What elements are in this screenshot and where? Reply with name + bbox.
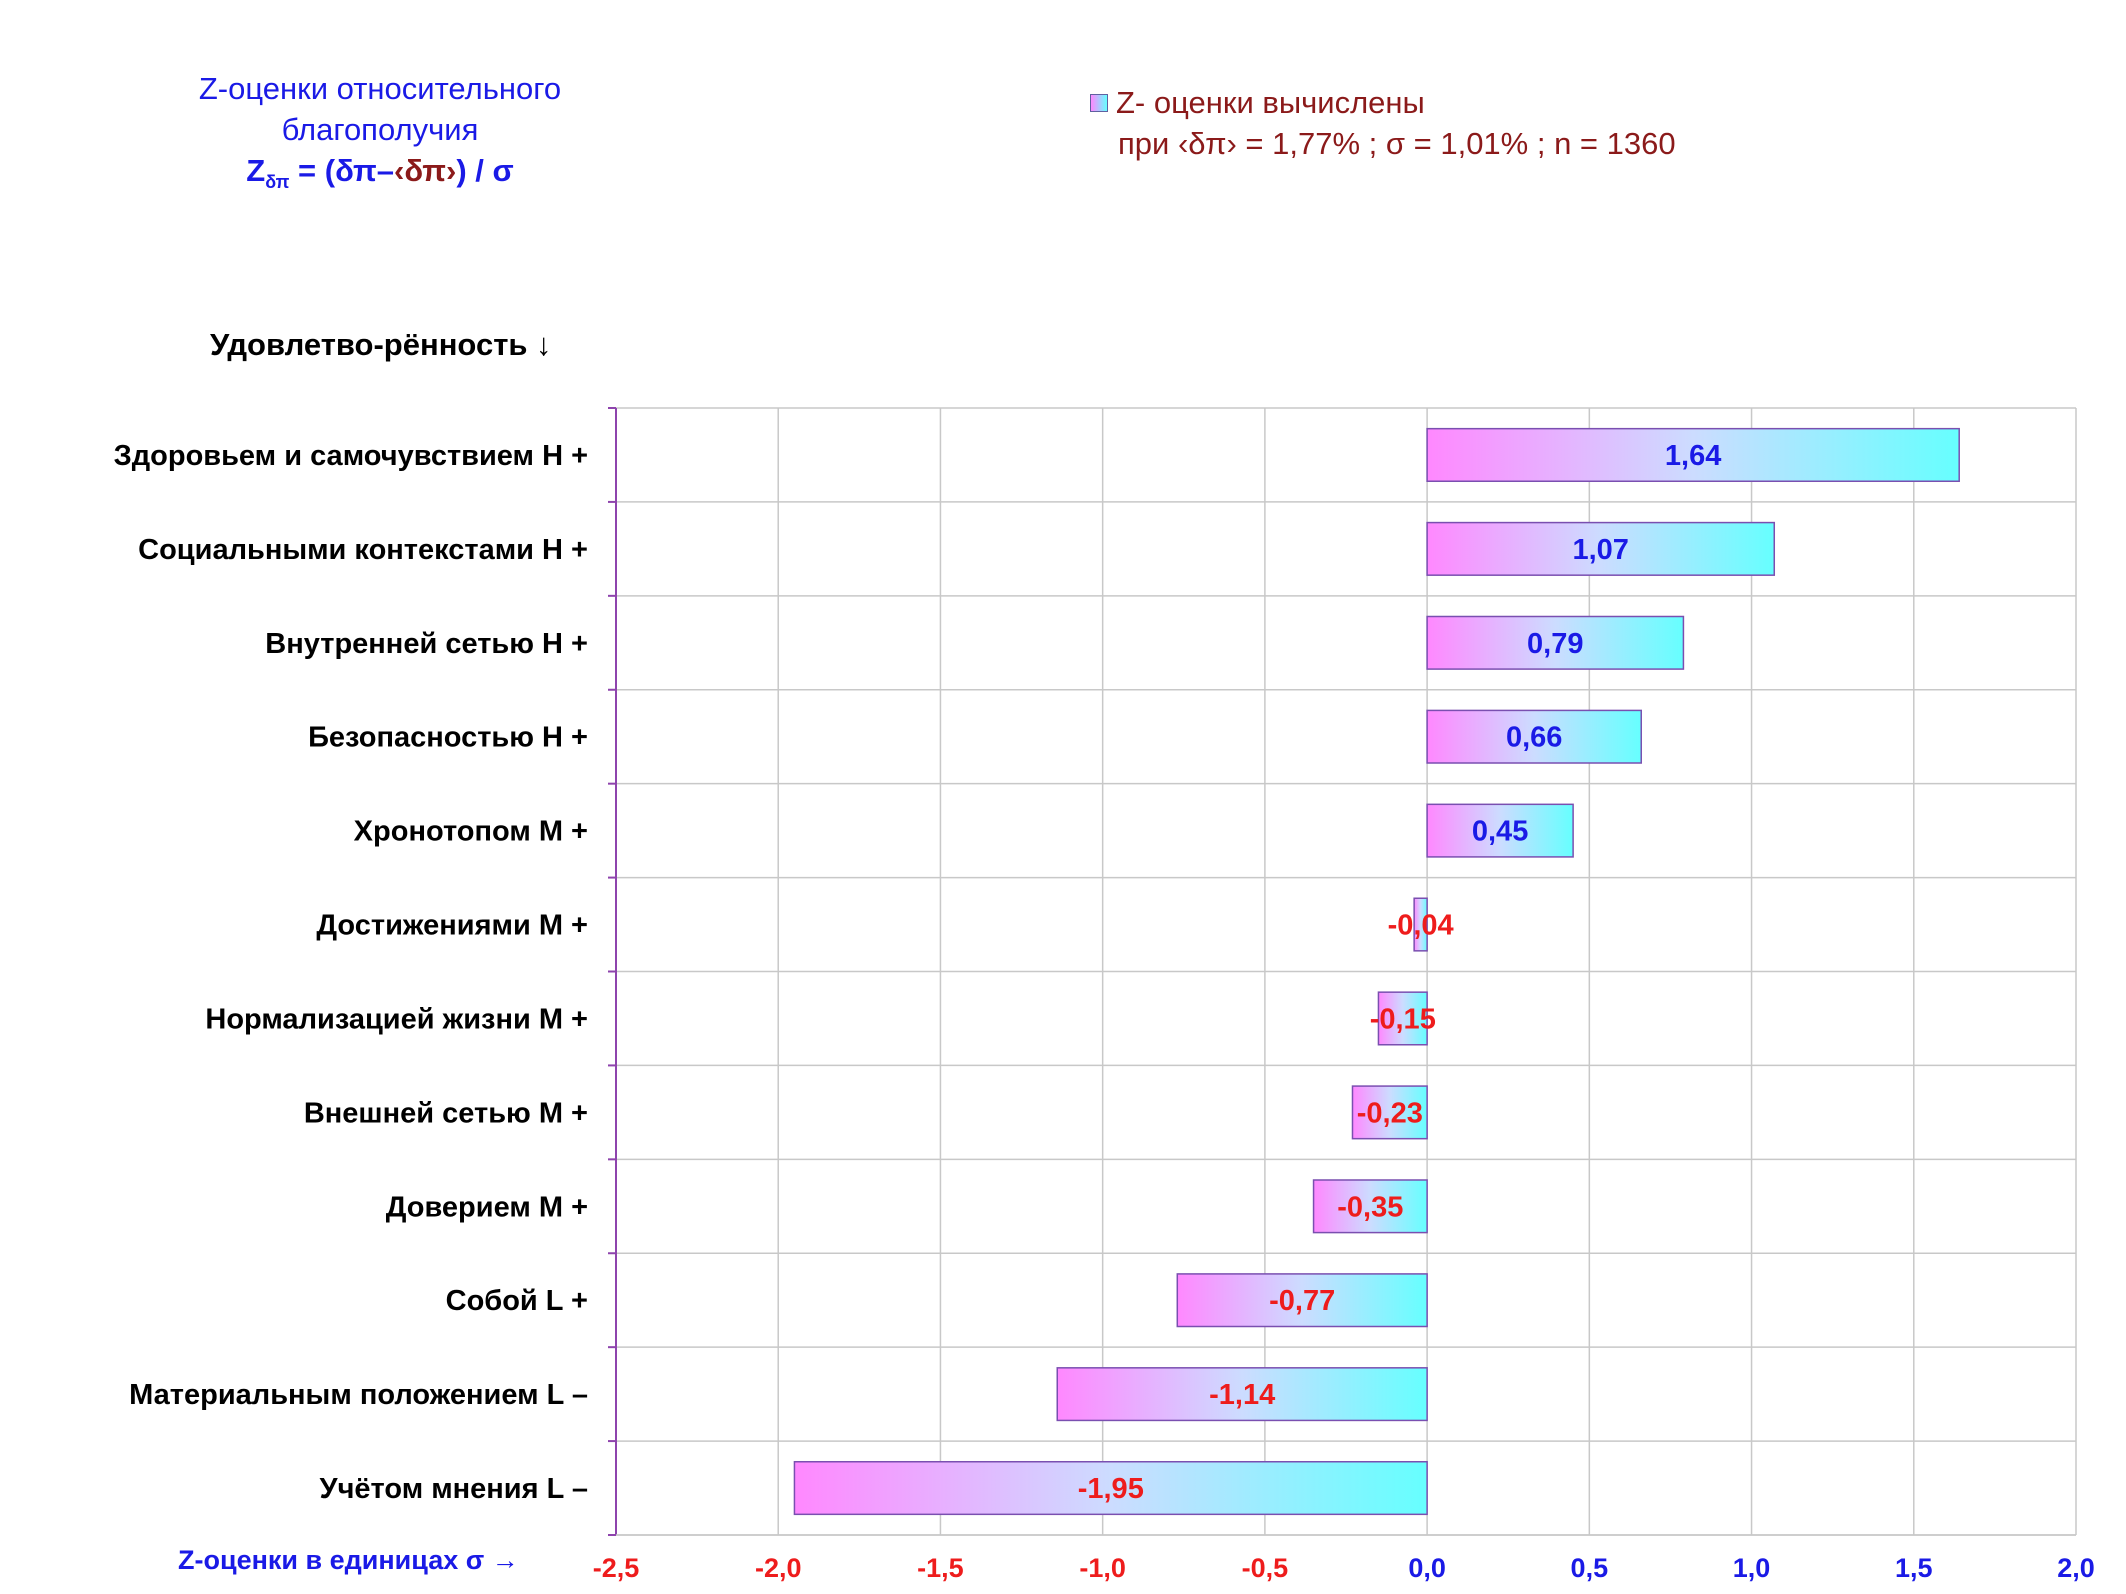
formula-expr-a: = (δπ– [298,153,394,188]
value-label: 1,64 [1665,440,1721,472]
bar [1413,897,1428,952]
x-tick-label: 0,0 [1408,1553,1446,1583]
value-label: -0,35 [1337,1191,1403,1223]
category-label: Социальными контекстами Н + [138,534,588,566]
x-tick-label: -0,5 [1242,1553,1289,1583]
title-line-2: благополучия [281,112,479,147]
x-tick-label: 0,5 [1571,1553,1609,1583]
category-label: Безопасностью Н + [308,722,588,754]
x-tick-label: 1,0 [1733,1553,1771,1583]
title-formula: Zδπ = (δπ–‹δπ›) / σ [100,150,660,203]
category-label: Доверием М + [386,1191,588,1223]
bar [1351,1085,1428,1140]
category-label: Учётом мнения L – [320,1473,588,1505]
bar [1426,521,1776,576]
y-axis-title: Удовлетво-рённость ↓ [210,327,552,362]
value-label: -1,95 [1078,1473,1144,1505]
value-label: -1,14 [1209,1379,1275,1411]
labels: -2,5 -2,0 -1,5 -1,0 -0,5 0,0 0,5 1,0 1,5 2,0 Здоро… [114,440,2095,1583]
bar [1426,615,1685,670]
bar [1377,991,1428,1046]
x-axis-title: Z-оценки в единицах σ → [178,1545,519,1575]
legend-swatch-icon [1090,93,1108,112]
bar [1312,1179,1428,1234]
formula-z: Z [246,153,266,188]
category-label: Достижениями М + [316,910,588,942]
value-label: -0,15 [1370,1003,1436,1035]
bar [1056,1367,1428,1422]
category-label: Материальным положением L – [129,1379,588,1411]
x-tick-label: -1,0 [1079,1553,1126,1583]
x-tick-label: -2,0 [755,1553,802,1583]
formula-expr-c: ) / σ [456,153,514,188]
chart-legend: Z- оценки вычислены при ‹δπ› = 1,77% ; σ… [1090,82,1676,164]
x-tick-label: -1,5 [917,1553,964,1583]
x-tick-label: 1,5 [1895,1553,1933,1583]
value-label: -0,04 [1388,910,1454,942]
value-label: -0,23 [1357,1097,1423,1129]
legend-line-1: Z- оценки вычислены [1116,85,1425,120]
x-tick-label: 2,0 [2057,1553,2095,1583]
grid [608,407,2077,1536]
title-line-1: Z-оценки относительного [198,71,562,106]
category-label: Внешней сетью М + [304,1097,588,1129]
bar [793,1460,1428,1516]
x-tick-label: -2,5 [593,1553,640,1583]
category-label: Внутренней сетью Н + [265,628,588,660]
bar [1426,709,1642,764]
category-label: Хронотопом М + [354,816,588,848]
formula-subscript: δπ [265,172,290,193]
value-label: -0,77 [1269,1285,1335,1317]
formula-expr-b: ‹δπ› [394,153,457,188]
legend-line-2: при ‹δπ› = 1,77% ; σ = 1,01% ; n = 1360 [1118,126,1676,161]
value-label: 0,66 [1506,722,1562,754]
bar [1426,427,1960,483]
value-label: 0,45 [1472,816,1528,848]
value-label: 0,79 [1527,628,1583,660]
bar [1176,1273,1428,1328]
chart-title: Z-оценки относительного благополучия Zδπ… [100,68,660,203]
category-label: Здоровьем и самочувствием Н + [114,440,588,472]
category-label: Собой L + [446,1285,588,1317]
category-label: Нормализацией жизни М + [205,1003,588,1035]
bars [793,427,1960,1516]
bar [1426,803,1574,858]
value-label: 1,07 [1572,534,1628,566]
